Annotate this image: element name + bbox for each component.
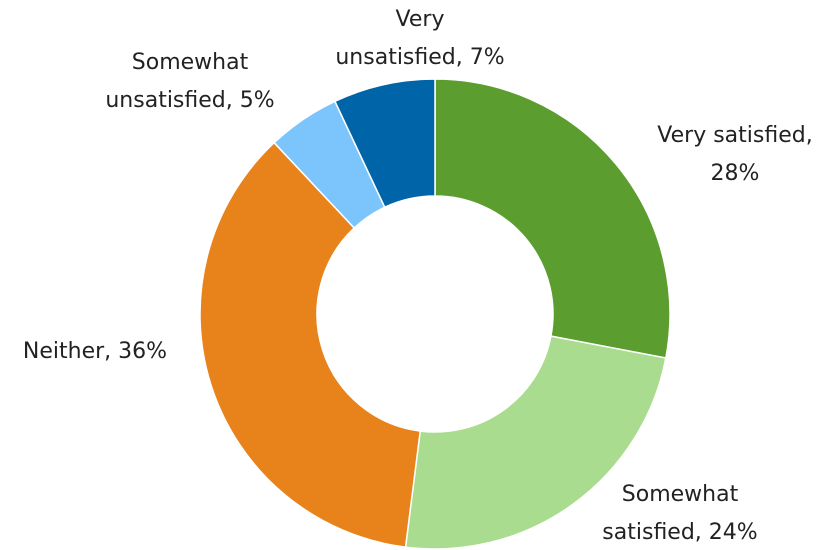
donut-slice [434,78,671,359]
data-label: unsatisfied, 5% [105,88,274,113]
data-label: Very [396,7,445,32]
data-label: unsatisfied, 7% [335,45,504,70]
data-label: Very satisfied, [657,123,812,148]
data-label: satisfied, 24% [602,520,757,545]
donut-slice [404,335,667,550]
data-label: Neither, 36% [23,339,167,364]
donut-slice [333,78,436,209]
donut-slice [199,141,422,548]
data-label: Somewhat [622,482,739,507]
data-label: Somewhat [132,50,249,75]
data-label: 28% [711,161,760,186]
